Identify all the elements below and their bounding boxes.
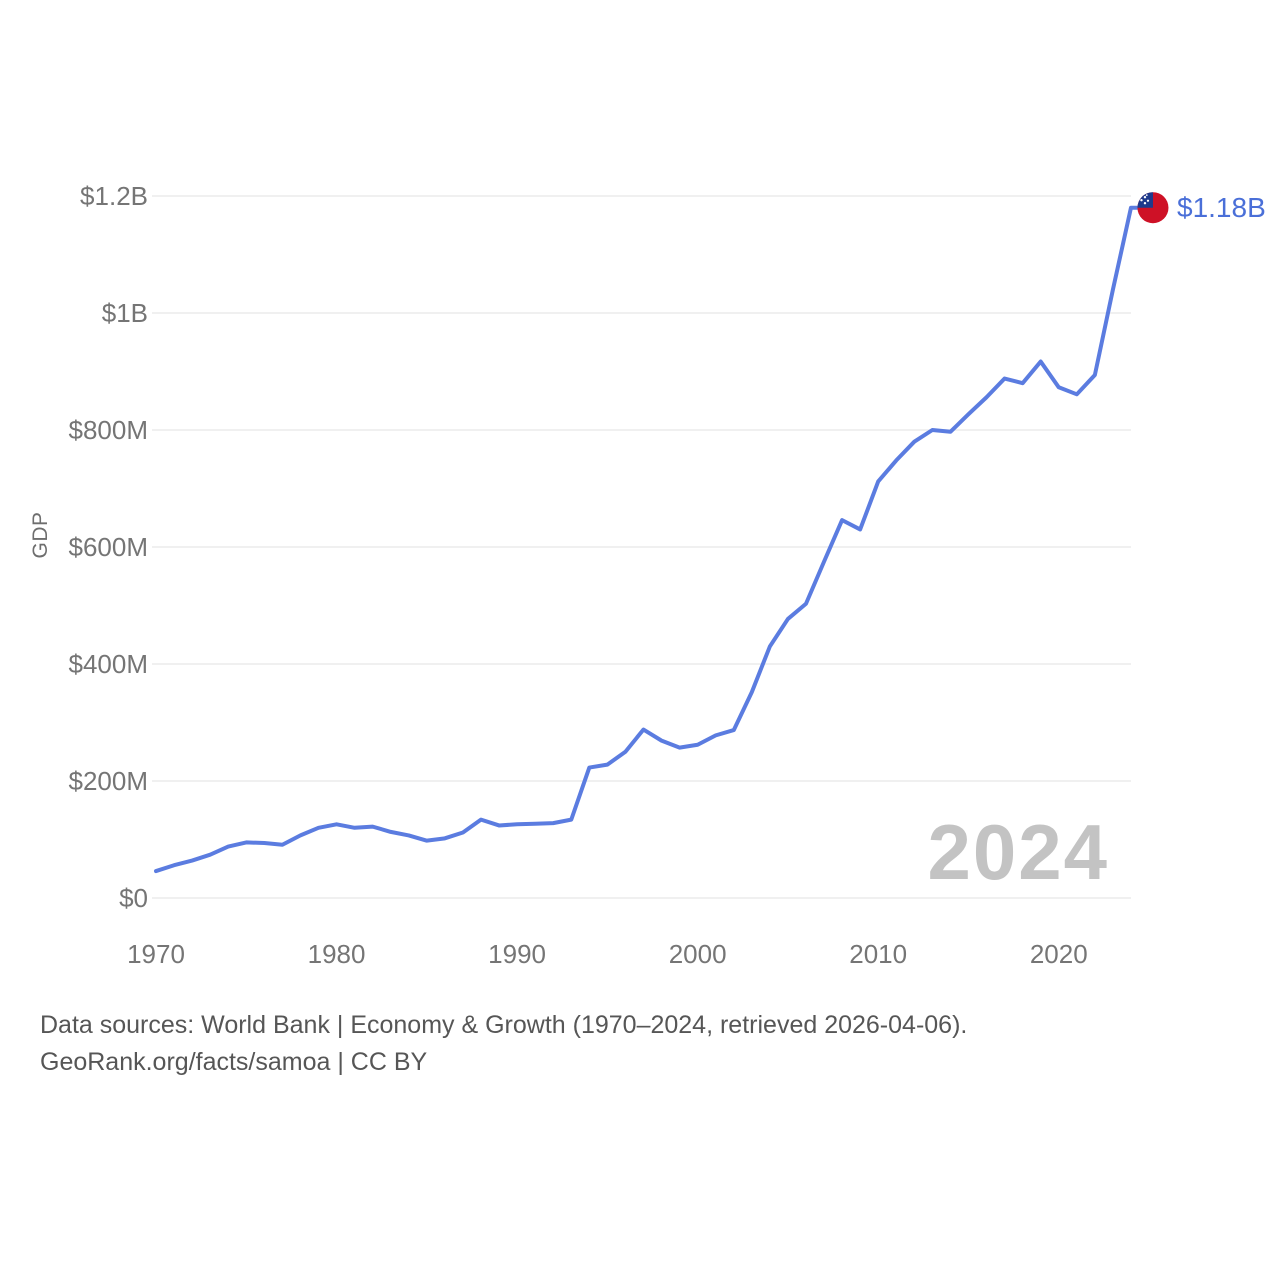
x-tick-label: 1970 [127,939,185,969]
y-tick-label: $0 [119,883,148,913]
x-tick-label: 1980 [308,939,366,969]
samoa-flag-icon [1137,192,1169,224]
flag-star [1146,199,1150,202]
watermark-year: 2024 [927,808,1109,896]
x-tick-label: 1990 [488,939,546,969]
gdp-line-series [154,205,1143,874]
footer-attribution: Data sources: World Bank | Economy & Gro… [40,1007,967,1081]
x-tick-label: 2010 [849,939,907,969]
footer-georank-license: GeoRank.org/facts/samoa | CC BY [40,1048,428,1076]
y-tick-label: $1B [102,298,148,328]
x-tick-label: 2020 [1030,939,1088,969]
x-tick-label: 2000 [669,939,727,969]
y-tick-label: $600M [69,532,149,562]
flag-star [1145,194,1148,196]
flag-star [1143,202,1147,205]
y-tick-label: $800M [69,415,149,445]
flag-star [1140,199,1143,202]
flag-canton [1137,192,1153,208]
y-tick-label: $1.2B [80,181,148,211]
y-tick-label: $400M [69,649,149,679]
footer-data-sources: Data sources: World Bank | Economy & Gro… [40,1011,968,1039]
y-axis-title: GDP [29,511,52,559]
flag-star [1143,196,1147,199]
y-tick-label: $200M [69,766,149,796]
endpoint-value-label: $1.18B [1177,192,1266,223]
